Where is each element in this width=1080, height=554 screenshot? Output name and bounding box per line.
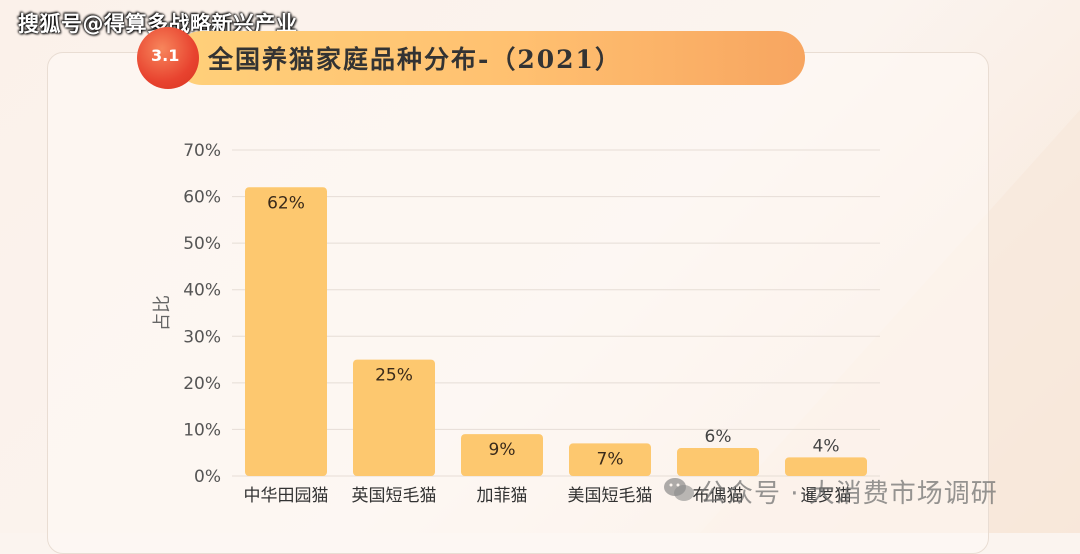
- y-tick-label: 70%: [183, 141, 221, 161]
- bar: [677, 448, 759, 476]
- chart-title: 全国养猫家庭品种分布-（2021）: [208, 45, 622, 74]
- wechat-watermark: 公众号 · 大消费市场调研: [700, 479, 998, 509]
- data-label: 7%: [597, 449, 624, 469]
- y-tick-label: 40%: [183, 281, 221, 301]
- section-number: 3.1: [151, 46, 180, 65]
- y-tick-label: 30%: [183, 327, 221, 347]
- wechat-icon: [664, 478, 694, 501]
- y-axis-label: 占比: [152, 295, 173, 331]
- bar: [461, 434, 543, 476]
- bar: [245, 187, 327, 476]
- bar: [785, 457, 867, 476]
- section-badge: [137, 27, 199, 89]
- x-tick-label: 美国短毛猫: [568, 486, 653, 506]
- bar: [353, 359, 435, 476]
- data-label: 25%: [375, 366, 413, 386]
- data-label: 6%: [705, 427, 732, 447]
- y-tick-label: 20%: [183, 374, 221, 394]
- x-tick-label: 布偶猫: [693, 486, 744, 506]
- data-label: 62%: [267, 193, 305, 213]
- bar: [569, 443, 651, 476]
- x-tick-label: 英国短毛猫: [352, 486, 437, 506]
- data-label: 9%: [489, 440, 516, 460]
- y-tick-label: 10%: [183, 420, 221, 440]
- x-tick-label: 中华田园猫: [244, 486, 329, 506]
- x-tick-label: 加菲猫: [477, 486, 528, 506]
- data-label: 4%: [813, 436, 840, 456]
- bar-chart: 0% 10% 20% 30% 40% 50% 60% 70% 占比 62% 中华田园猫 25% 英国短毛…: [152, 141, 880, 506]
- y-tick-label: 50%: [183, 234, 221, 254]
- x-tick-label: 暹罗猫: [801, 486, 852, 506]
- y-tick-label: 0%: [194, 467, 221, 487]
- title-bar: [175, 31, 805, 85]
- y-tick-label: 60%: [183, 188, 221, 208]
